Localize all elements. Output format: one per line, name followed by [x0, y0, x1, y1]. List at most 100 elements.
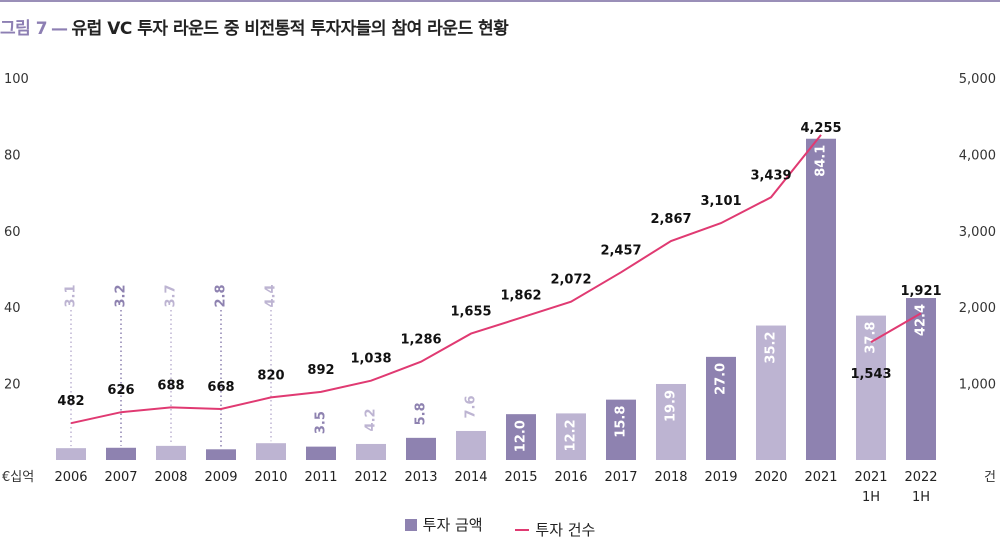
right-axis-tick-label: 3,000 [959, 225, 996, 240]
line-value-label: 626 [107, 383, 134, 398]
x-axis-category-label: 2020 [754, 470, 787, 485]
bar [406, 437, 436, 460]
x-axis-category-label: 2018 [654, 470, 687, 485]
bar [856, 315, 886, 460]
x-axis-category-label: 2015 [504, 470, 537, 485]
bar-value-label: 3.1 [64, 284, 79, 307]
figure-title: 그림 7— 유럽 VC 투자 라운드 중 비전통적 투자자들의 참여 라운드 현황 [0, 14, 509, 39]
legend-label-amount: 투자 금액 [422, 516, 483, 534]
line-value-label: 4,255 [800, 121, 841, 136]
bar-value-label: 27.0 [714, 363, 729, 395]
line-value-label: 482 [57, 394, 84, 409]
left-axis-tick-label: 40 [4, 301, 21, 316]
bar [306, 446, 336, 460]
x-axis-category-label: 2019 [704, 470, 737, 485]
bar [606, 399, 636, 460]
figure-title-text: 유럽 VC 투자 라운드 중 비전통적 투자자들의 참여 라운드 현황 [71, 19, 509, 39]
bar-value-label: 12.2 [564, 419, 579, 451]
legend: 투자 금액 투자 건수 [0, 514, 1000, 540]
right-axis-unit-label: 건 [984, 470, 996, 485]
legend-swatch-bar [404, 518, 417, 531]
x-axis-category-label: 2013 [404, 470, 437, 485]
bar-value-label: 2.8 [214, 284, 229, 307]
right-axis-tick-label: 2,000 [959, 301, 996, 316]
line-value-label: 2,072 [550, 273, 591, 288]
bar-value-label: 42.4 [914, 304, 929, 336]
line-value-label: 1,543 [850, 367, 891, 382]
left-axis-tick-label: 100 [4, 72, 29, 87]
bar [806, 138, 836, 460]
top-rule [0, 0, 1000, 2]
x-axis-category-label: 2012 [354, 470, 387, 485]
x-axis-category-label: 2022 [904, 470, 937, 485]
x-axis-category-label: 2009 [204, 470, 237, 485]
bar-value-label: 5.8 [414, 402, 429, 425]
bar [706, 356, 736, 460]
bar [656, 383, 686, 460]
bar-value-label: 37.8 [864, 322, 879, 354]
line-value-label: 3,101 [700, 194, 741, 209]
x-axis-category-label: 2010 [254, 470, 287, 485]
line-value-label: 2,867 [650, 212, 691, 227]
legend-item-count: 투자 건수 [515, 519, 595, 540]
figure-title-separator: — [51, 19, 68, 39]
left-axis-tick-label: 80 [4, 148, 21, 163]
bar [106, 447, 136, 460]
bar-value-label: 4.2 [364, 408, 379, 431]
line-value-label: 2,457 [600, 243, 641, 258]
line-value-label: 3,439 [750, 168, 791, 183]
bar-value-label: 7.6 [464, 395, 479, 418]
bar-value-label: 3.2 [114, 284, 129, 307]
right-axis-tick-label: 4,000 [959, 148, 996, 163]
line-value-label: 688 [157, 378, 184, 393]
right-axis-tick-label: 1,000 [959, 378, 996, 393]
right-axis-tick-label: 5,000 [959, 72, 996, 87]
bar [356, 443, 386, 460]
line-value-label: 1,286 [400, 333, 441, 348]
x-axis-category-label: 2006 [54, 470, 87, 485]
x-axis-category-label: 1H [862, 490, 880, 505]
bar [556, 413, 586, 460]
line-value-label: 668 [207, 380, 234, 395]
bar [456, 430, 486, 460]
line-value-label: 1,655 [450, 305, 491, 320]
x-axis-category-label: 2008 [154, 470, 187, 485]
line-value-label: 892 [307, 363, 334, 378]
bar-value-label: 35.2 [764, 331, 779, 363]
legend-item-amount: 투자 금액 [404, 514, 483, 535]
left-axis-tick-label: 20 [4, 378, 21, 393]
legend-label-count: 투자 건수 [535, 521, 596, 539]
bar [56, 448, 86, 460]
x-axis-category-label: 2014 [454, 470, 487, 485]
line-value-label: 820 [257, 368, 284, 383]
legend-swatch-line [515, 528, 530, 531]
bar [206, 449, 236, 460]
bar-value-label: 84.1 [814, 145, 829, 177]
count-line-segment [70, 134, 822, 425]
x-axis-category-label: 2017 [604, 470, 637, 485]
x-axis-category-label: 2016 [554, 470, 587, 485]
left-axis-unit-label: €십억 [2, 470, 34, 485]
x-axis-category-label: 2007 [104, 470, 137, 485]
line-value-label: 1,862 [500, 289, 541, 304]
x-axis-category-label: 2021 [854, 470, 887, 485]
bar-value-label: 3.7 [164, 284, 179, 307]
bar-value-label: 12.0 [514, 420, 529, 452]
bar [156, 445, 186, 460]
figure-label: 그림 7 [0, 19, 48, 39]
count-line-segment [870, 312, 922, 343]
bar [256, 443, 286, 460]
bar-value-label: 15.8 [614, 406, 629, 438]
bar [906, 298, 936, 460]
line-value-label: 1,038 [350, 352, 391, 367]
left-axis-tick-label: 60 [4, 225, 21, 240]
bar-value-label: 19.9 [664, 390, 679, 422]
bar-value-label: 4.4 [264, 284, 279, 307]
x-axis-category-label: 2011 [304, 470, 337, 485]
bar [506, 414, 536, 460]
bar-value-label: 3.5 [314, 411, 329, 434]
x-axis-category-label: 1H [912, 490, 930, 505]
bar [756, 325, 786, 460]
line-value-label: 1,921 [900, 284, 941, 299]
